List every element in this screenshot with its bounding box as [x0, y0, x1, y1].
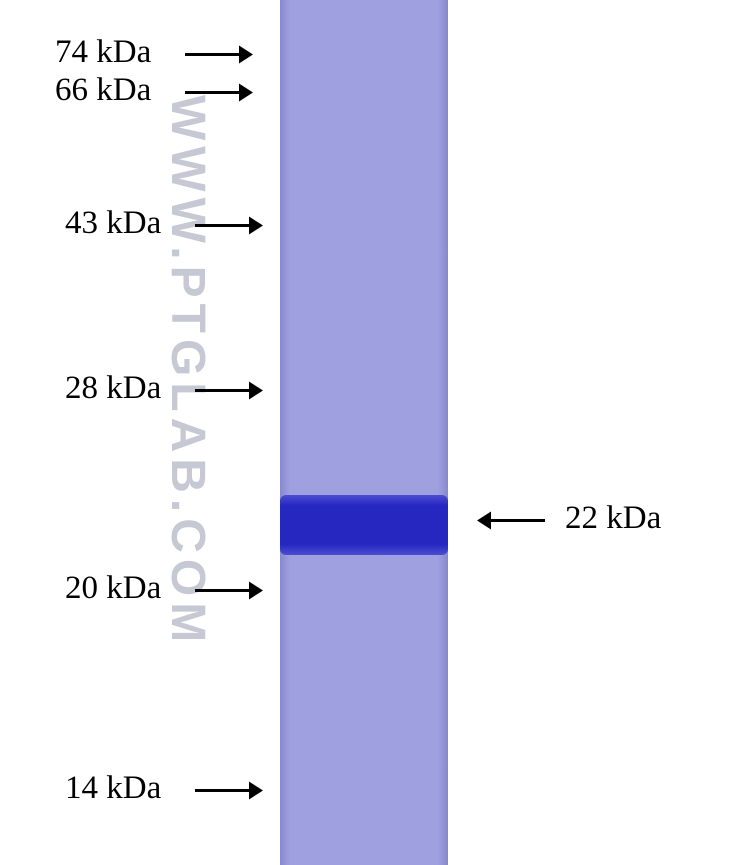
marker-arrow-right-icon: [195, 778, 263, 803]
marker-label-left: 28 kDa: [65, 370, 161, 407]
protein-band-22kda: [280, 495, 448, 555]
watermark-text: WWW.PTGLAB.COM: [160, 95, 215, 648]
marker-arrow-right-icon: [185, 42, 253, 67]
marker-label-right: 22 kDa: [565, 500, 661, 537]
marker-arrow-right-icon: [185, 80, 253, 105]
marker-label-left: 14 kDa: [65, 770, 161, 807]
marker-label-left: 43 kDa: [65, 205, 161, 242]
marker-arrow-right-icon: [195, 578, 263, 603]
marker-arrow-right-icon: [195, 213, 263, 238]
marker-arrow-left-icon: [477, 508, 545, 533]
gel-lane: [280, 0, 448, 865]
marker-label-left: 66 kDa: [55, 72, 151, 109]
marker-arrow-right-icon: [195, 378, 263, 403]
marker-label-left: 20 kDa: [65, 570, 161, 607]
gel-canvas: WWW.PTGLAB.COM 74 kDa66 kDa 43 kDa 28 kDa 2…: [0, 0, 740, 865]
marker-label-left: 74 kDa: [55, 34, 151, 71]
